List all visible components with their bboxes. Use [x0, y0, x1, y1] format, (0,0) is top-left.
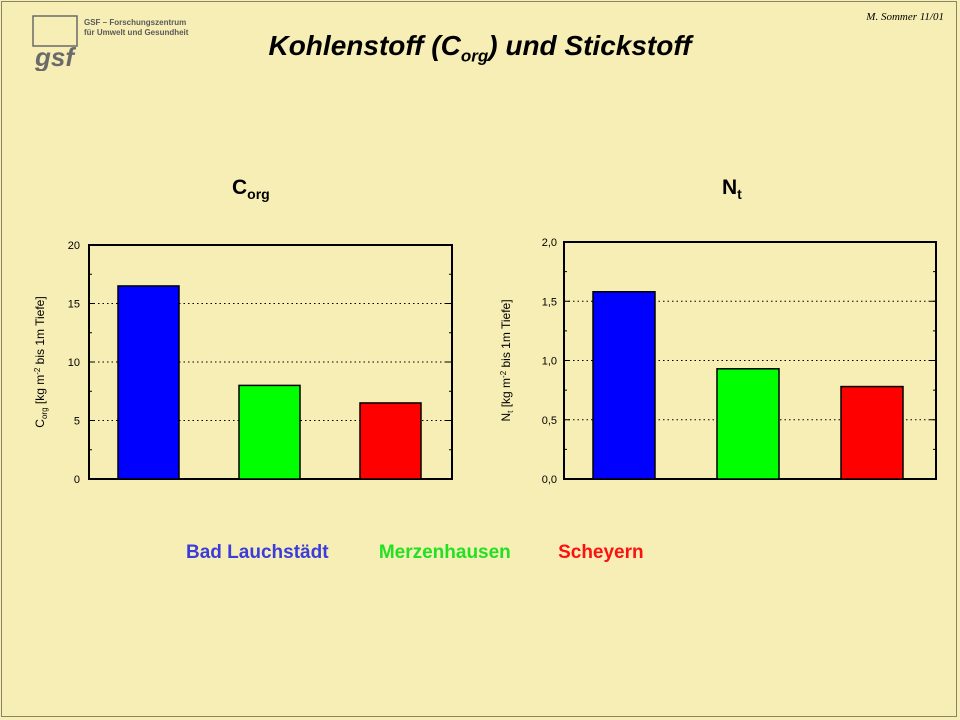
title-subscript: org — [460, 46, 489, 66]
tick-label-nt: 0,5 — [542, 415, 557, 427]
chart-title-nt-sub: t — [737, 186, 742, 203]
tick-label-corg: 15 — [68, 299, 80, 311]
tick-label-corg: 10 — [68, 357, 80, 369]
chart-title-corg-sub: org — [247, 186, 270, 203]
legend-scheyern: Scheyern — [558, 542, 644, 563]
bar-corg-0 — [117, 285, 180, 480]
gsf-logo-mark: gsf — [32, 15, 78, 71]
page-title: Kohlenstoff (Corg) und Stickstoff — [0, 30, 960, 67]
logo-line-2: für Umwelt und Gesundheit — [84, 28, 189, 37]
title-rest: ) und Stickstoff — [488, 30, 692, 61]
tick-label-corg: 20 — [68, 240, 80, 252]
chart-title-nt-main: N — [722, 176, 738, 199]
tick-label-nt: 1,5 — [542, 296, 557, 308]
title-main: Kohlenstoff (C — [268, 30, 461, 61]
y-axis-label-nt: Nt [kg m-2 bis 1m Tiefe] — [499, 299, 515, 421]
bar-nt-2 — [840, 385, 904, 480]
author-date: M. Sommer 11/01 — [866, 11, 944, 23]
chart-title-corg-main: C — [232, 176, 248, 199]
legend-merzenhausen: Merzenhausen — [378, 542, 511, 563]
bar-corg-1 — [238, 384, 301, 480]
tick-label-corg: 0 — [74, 474, 80, 486]
tick-label-nt: 0,0 — [542, 474, 557, 486]
bar-nt-0 — [592, 291, 656, 480]
bar-nt-1 — [716, 368, 780, 480]
tick-label-nt: 1,0 — [542, 356, 557, 368]
tick-label-corg: 5 — [74, 416, 80, 428]
chart-title-corg: Corg — [232, 176, 270, 202]
gsf-logo: gsf GSF – Forschungszentrum für Umwelt u… — [32, 15, 212, 75]
logo-gsf-text: gsf — [34, 42, 76, 71]
site-legend: Bad Lauchstädt Merzenhausen Scheyern — [186, 542, 644, 564]
chart-title-nt: Nt — [722, 176, 742, 202]
tick-label-nt: 2,0 — [542, 237, 557, 249]
y-axis-label-corg: Corg [kg m-2 bis 1m Tiefe] — [33, 296, 49, 427]
legend-bad-lauchstaedt: Bad Lauchstädt — [186, 542, 329, 563]
bar-corg-2 — [359, 402, 422, 480]
logo-line-1: GSF – Forschungszentrum — [84, 18, 187, 27]
